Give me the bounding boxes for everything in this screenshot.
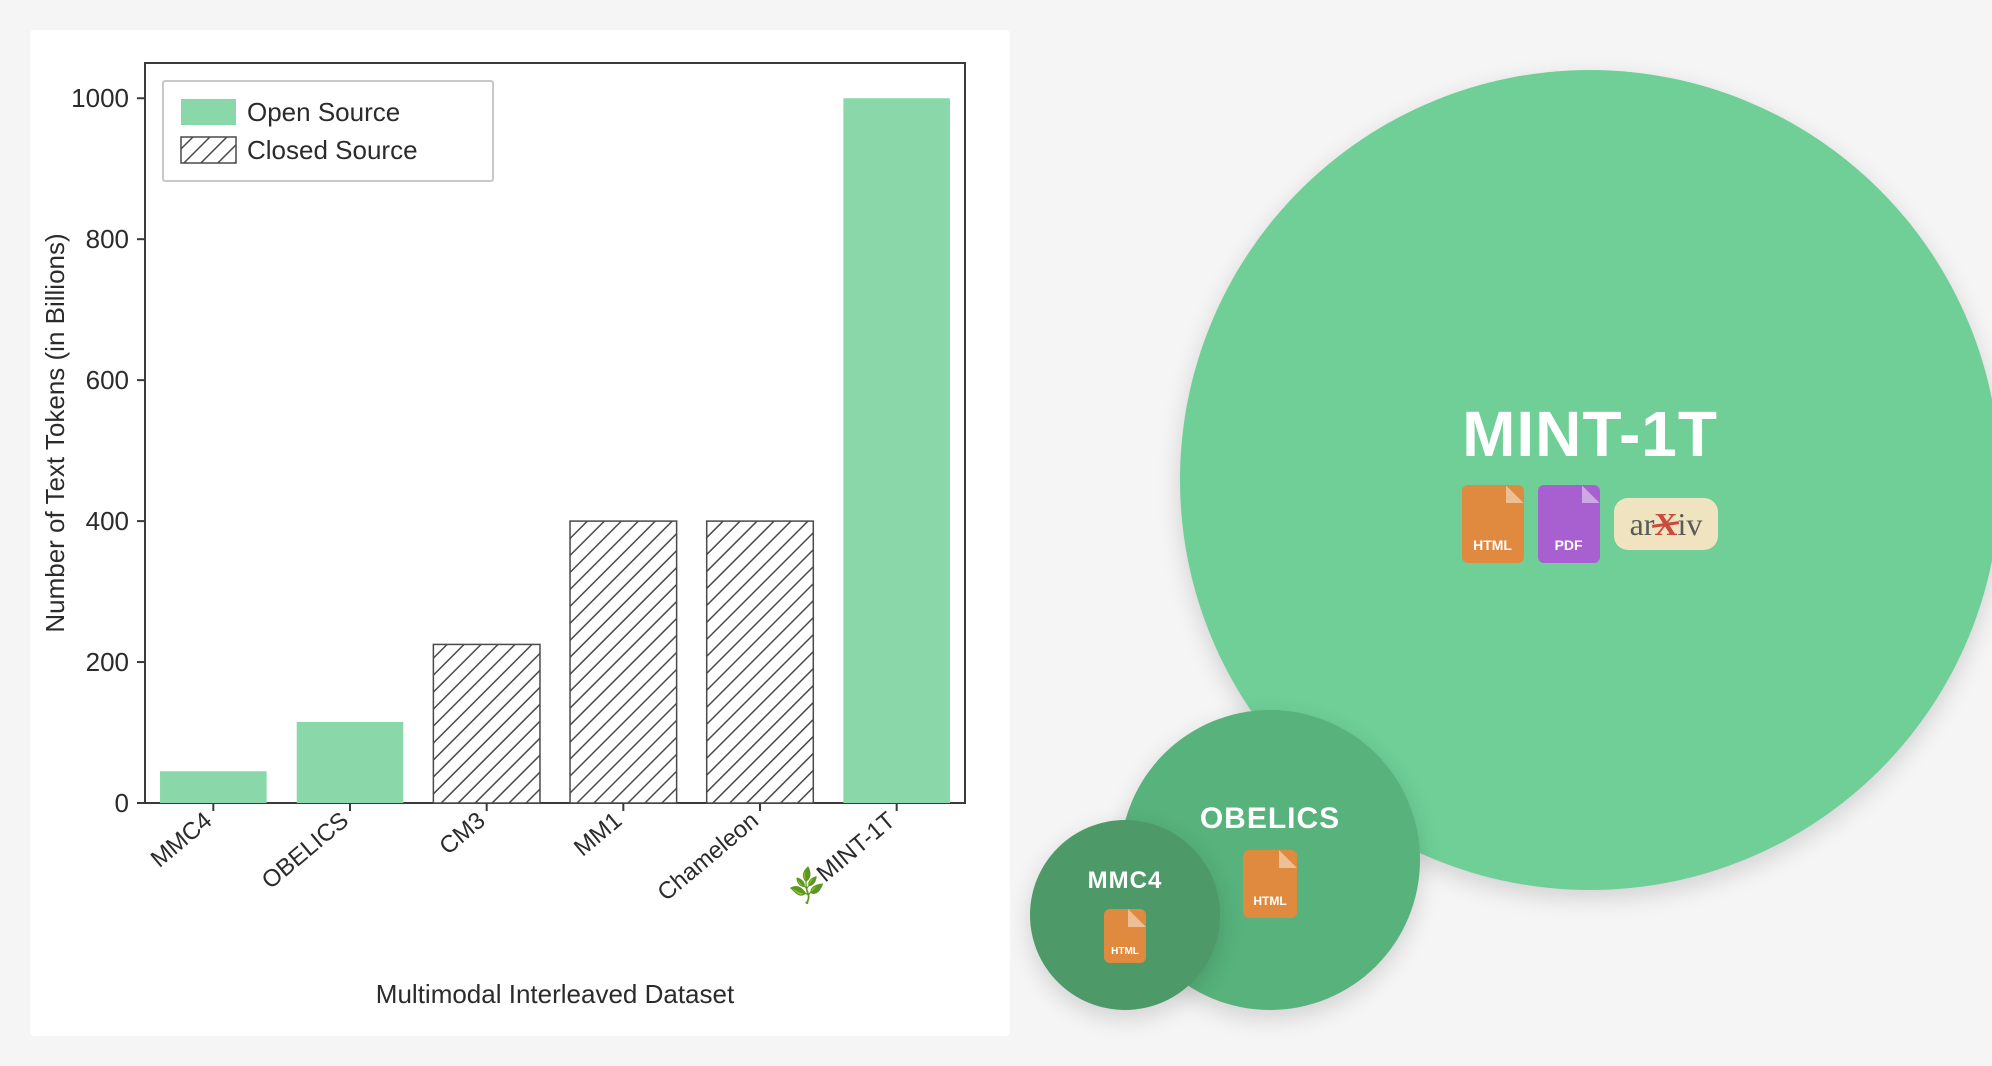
pdf-icon: PDF	[1538, 485, 1600, 563]
ytick-label: 200	[86, 647, 129, 677]
legend-label-closed: Closed Source	[247, 135, 418, 165]
mmc4-icons: HTML	[1104, 909, 1146, 963]
x-axis-label: Multimodal Interleaved Dataset	[376, 979, 735, 1009]
xtick-label: OBELICS	[257, 807, 354, 895]
ytick-label: 0	[115, 788, 129, 818]
mint-icons: HTML PDF arXiv	[1462, 485, 1719, 563]
bubble-title-mmc4: MMC4	[1088, 867, 1163, 895]
html-icon: HTML	[1462, 485, 1524, 563]
xtick-label: Chameleon	[652, 807, 763, 907]
bubble-mmc4: MMC4 HTML	[1030, 820, 1220, 1010]
arxiv-x: X	[1654, 508, 1677, 540]
html-icon: HTML	[1104, 909, 1146, 963]
bar-cm3	[433, 644, 540, 803]
y-axis-label: Number of Text Tokens (in Billions)	[40, 233, 70, 632]
xtick-label: MM1	[569, 807, 627, 862]
obelics-icons: HTML	[1243, 850, 1297, 918]
bubble-title-mint1t: MINT-1T	[1462, 397, 1718, 471]
legend-label-open: Open Source	[247, 97, 400, 127]
arxiv-suffix: iv	[1678, 506, 1703, 542]
xtick-label: CM3	[434, 807, 490, 860]
bubble-title-obelics: OBELICS	[1200, 802, 1340, 836]
legend-swatch-closed	[181, 137, 236, 163]
ytick-label: 1000	[71, 83, 129, 113]
bar-mmc4	[160, 771, 267, 803]
bar-chameleon	[707, 521, 814, 803]
bar-chart-panel: 0 200 400 600 800 1000	[30, 30, 1010, 1036]
ytick-label: 600	[86, 365, 129, 395]
xtick-label: MMC4	[146, 807, 217, 873]
y-axis: 0 200 400 600 800 1000	[71, 83, 145, 818]
svg-text:🌿MINT-1T: 🌿MINT-1T	[785, 804, 901, 908]
xtick-label: MINT-1T	[812, 807, 901, 888]
bar-obelics	[297, 722, 404, 803]
bubble-panel: MINT-1T HTML PDF arXiv OBELICS HTML	[1050, 30, 1962, 1036]
file-icon-label: HTML	[1253, 894, 1286, 908]
file-icon-label: PDF	[1555, 537, 1583, 553]
ytick-label: 400	[86, 506, 129, 536]
arxiv-icon: arXiv	[1614, 498, 1719, 550]
bars	[160, 98, 950, 803]
bar-chart-svg: 0 200 400 600 800 1000	[30, 30, 1010, 1036]
file-icon-label: HTML	[1473, 537, 1512, 553]
file-icon-label: HTML	[1111, 946, 1139, 957]
figure-container: 0 200 400 600 800 1000	[0, 0, 1992, 1066]
x-axis-labels: MMC4 OBELICS CM3 MM1 Chameleon 🌿MINT-1T	[146, 804, 901, 908]
bar-mint1t	[843, 98, 950, 803]
arxiv-prefix: ar	[1630, 506, 1655, 542]
ytick-label: 800	[86, 224, 129, 254]
x-axis-ticks	[213, 803, 896, 811]
bar-mm1	[570, 521, 677, 803]
legend-swatch-open	[181, 99, 236, 125]
legend: Open Source Closed Source	[163, 81, 493, 181]
html-icon: HTML	[1243, 850, 1297, 918]
